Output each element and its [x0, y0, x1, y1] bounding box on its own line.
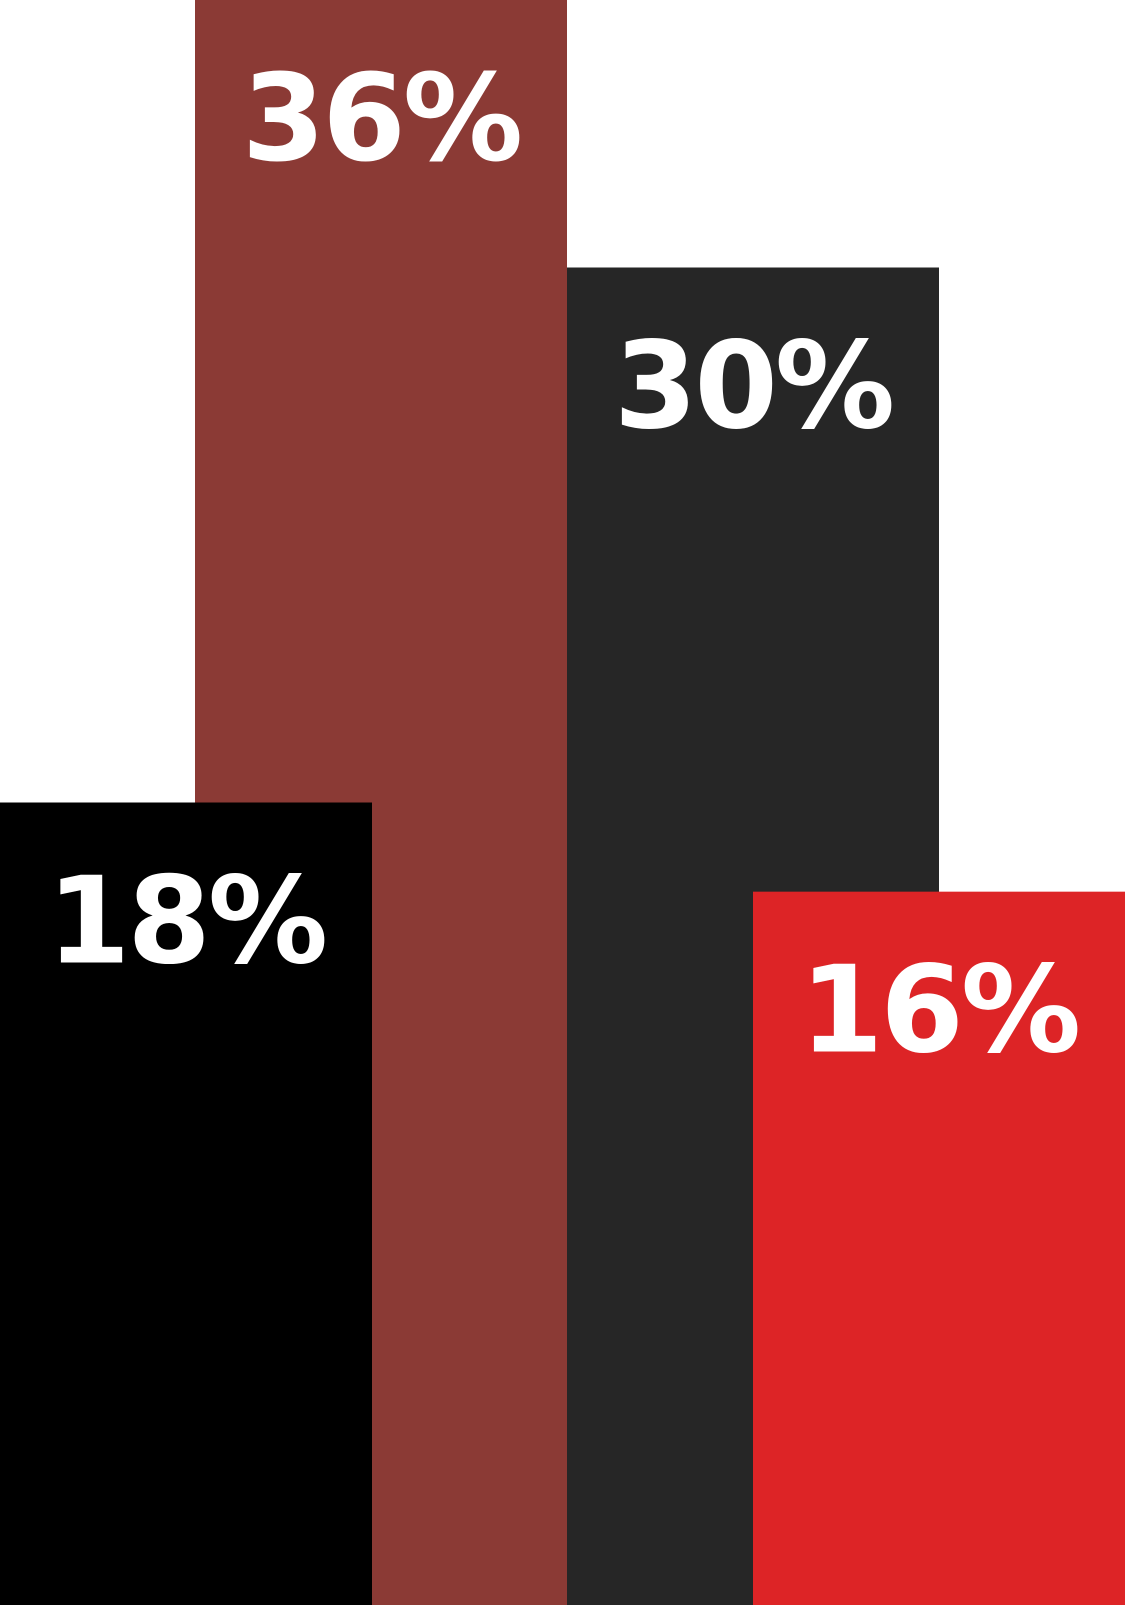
- bar-16: [753, 891, 1125, 1605]
- bar-label-36: 36%: [242, 50, 520, 189]
- bar-label-16: 16%: [800, 942, 1078, 1081]
- bar-label-30: 30%: [614, 318, 892, 457]
- labels-layer: 36% 18% 30% 16%: [47, 50, 1081, 1081]
- bar-18: [0, 802, 372, 1605]
- bar-label-18: 18%: [47, 853, 325, 992]
